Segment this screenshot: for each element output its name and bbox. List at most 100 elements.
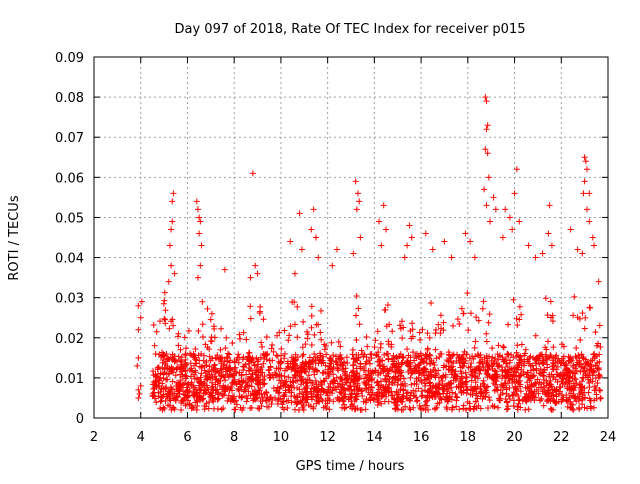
background-point bbox=[503, 390, 510, 397]
background-point bbox=[186, 401, 193, 408]
background-point bbox=[544, 312, 551, 319]
background-point bbox=[321, 341, 328, 348]
background-point bbox=[291, 406, 298, 413]
background-point bbox=[203, 389, 210, 396]
background-point bbox=[449, 366, 456, 373]
background-point bbox=[522, 350, 529, 357]
background-point bbox=[453, 403, 460, 410]
background-point bbox=[486, 397, 493, 404]
background-point bbox=[358, 388, 365, 395]
background-point bbox=[592, 375, 599, 382]
background-point bbox=[399, 354, 406, 361]
background-point bbox=[507, 396, 514, 403]
background-point bbox=[266, 366, 273, 373]
background-point bbox=[202, 362, 209, 369]
background-point bbox=[527, 353, 534, 360]
background-point bbox=[355, 354, 362, 361]
background-point bbox=[573, 345, 580, 352]
y-tick-label: 0.07 bbox=[55, 131, 84, 146]
background-point bbox=[444, 406, 451, 413]
background-point bbox=[293, 394, 300, 401]
background-point bbox=[309, 357, 316, 364]
background-point bbox=[548, 381, 555, 388]
background-point bbox=[505, 351, 512, 358]
background-point bbox=[291, 384, 298, 391]
background-point bbox=[536, 361, 543, 368]
background-point bbox=[175, 342, 182, 349]
background-point bbox=[364, 343, 371, 350]
background-point bbox=[223, 334, 230, 341]
background-point bbox=[391, 379, 398, 386]
background-point bbox=[489, 345, 496, 352]
background-point bbox=[260, 360, 267, 367]
background-point bbox=[418, 393, 425, 400]
background-point bbox=[394, 355, 401, 362]
data-point bbox=[548, 242, 555, 249]
background-point bbox=[199, 334, 206, 341]
background-point bbox=[324, 397, 331, 404]
background-point bbox=[362, 380, 369, 387]
background-point bbox=[582, 356, 589, 363]
background-point bbox=[162, 316, 169, 323]
background-point bbox=[345, 395, 352, 402]
data-point bbox=[383, 226, 390, 233]
background-point bbox=[576, 393, 583, 400]
background-point bbox=[499, 390, 506, 397]
background-point bbox=[513, 315, 520, 322]
background-point bbox=[355, 305, 362, 312]
background-point bbox=[367, 367, 374, 374]
background-point bbox=[356, 385, 363, 392]
background-point bbox=[157, 405, 164, 412]
background-point bbox=[530, 366, 537, 373]
background-point bbox=[572, 376, 579, 383]
background-point bbox=[419, 326, 426, 333]
background-point bbox=[550, 344, 557, 351]
background-point bbox=[257, 379, 264, 386]
background-point bbox=[316, 357, 323, 364]
background-point bbox=[433, 355, 440, 362]
data-point bbox=[482, 146, 489, 153]
data-point bbox=[589, 234, 596, 241]
background-point bbox=[547, 405, 554, 412]
background-point bbox=[254, 389, 261, 396]
background-point bbox=[224, 397, 231, 404]
background-point bbox=[416, 329, 423, 336]
background-point bbox=[386, 321, 393, 328]
background-point bbox=[231, 393, 238, 400]
background-point bbox=[202, 341, 209, 348]
data-point bbox=[166, 242, 173, 249]
data-point bbox=[516, 218, 523, 225]
background-point bbox=[476, 366, 483, 373]
background-point bbox=[214, 352, 221, 359]
background-point bbox=[503, 406, 510, 413]
background-point bbox=[188, 365, 195, 372]
background-point bbox=[368, 376, 375, 383]
background-point bbox=[316, 350, 323, 357]
data-point bbox=[492, 206, 499, 213]
background-point bbox=[181, 395, 188, 402]
background-point bbox=[468, 360, 475, 367]
x-tick-label: 24 bbox=[600, 430, 617, 445]
background-point bbox=[236, 331, 243, 338]
background-point bbox=[509, 376, 516, 383]
background-point bbox=[506, 371, 513, 378]
background-point bbox=[399, 380, 406, 387]
background-point bbox=[206, 353, 213, 360]
background-point bbox=[412, 388, 419, 395]
data-point bbox=[525, 242, 532, 249]
background-point bbox=[176, 365, 183, 372]
background-point bbox=[247, 303, 254, 310]
data-point bbox=[378, 242, 385, 249]
background-point bbox=[198, 350, 205, 357]
background-point bbox=[374, 395, 381, 402]
background-point bbox=[437, 312, 444, 319]
background-point bbox=[299, 361, 306, 368]
background-point bbox=[575, 352, 582, 359]
background-point bbox=[153, 328, 160, 335]
background-point bbox=[284, 360, 291, 367]
background-point bbox=[515, 374, 522, 381]
background-point bbox=[253, 369, 260, 376]
background-point bbox=[342, 391, 349, 398]
background-point bbox=[235, 359, 242, 366]
background-point bbox=[232, 368, 239, 375]
